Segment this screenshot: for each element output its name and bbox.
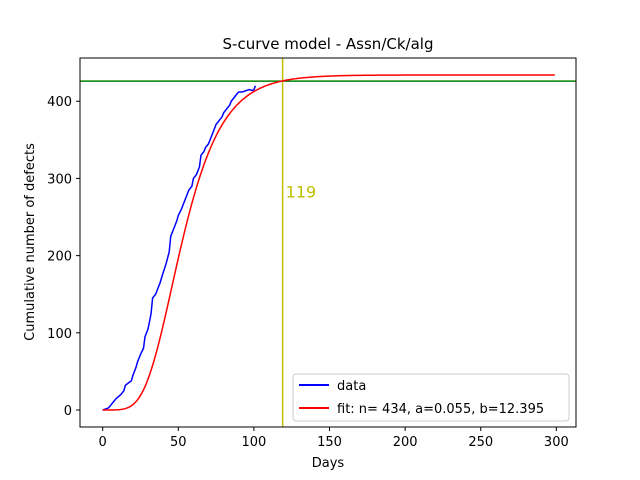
x-axis-label: Days — [312, 456, 345, 471]
y-axis-ticks: 0 100 200 300 400 — [47, 95, 80, 419]
series-line-data — [102, 85, 257, 411]
y-tick-label: 200 — [47, 250, 72, 265]
x-tick-label: 0 — [99, 435, 107, 450]
x-tick-label: 100 — [241, 435, 266, 450]
plot-lines — [80, 58, 576, 427]
chart-title: S-curve model - Assn/Ck/alg — [223, 35, 434, 53]
series-line-fit — [102, 74, 555, 411]
y-tick-label: 0 — [64, 404, 72, 419]
x-tick-label: 250 — [468, 435, 493, 450]
x-tick-label: 50 — [170, 435, 187, 450]
x-tick-label: 300 — [544, 435, 569, 450]
plot-frame — [79, 57, 577, 428]
legend-label-fit: fit: n= 434, a=0.055, b=12.395 — [337, 402, 544, 417]
legend: data fit: n= 434, a=0.055, b=12.395 — [292, 373, 570, 422]
x-axis-ticks: 0 50 100 150 200 250 300 — [99, 427, 569, 450]
vline-annotation: 119 — [286, 183, 317, 202]
x-tick-label: 200 — [393, 435, 418, 450]
legend-frame — [292, 373, 570, 422]
legend-label-data: data — [337, 379, 366, 394]
y-tick-label: 100 — [47, 327, 72, 342]
y-axis-label: Cumulative number of defects — [23, 143, 38, 341]
x-tick-label: 150 — [317, 435, 342, 450]
y-tick-label: 400 — [47, 95, 72, 110]
y-tick-label: 300 — [47, 172, 72, 187]
